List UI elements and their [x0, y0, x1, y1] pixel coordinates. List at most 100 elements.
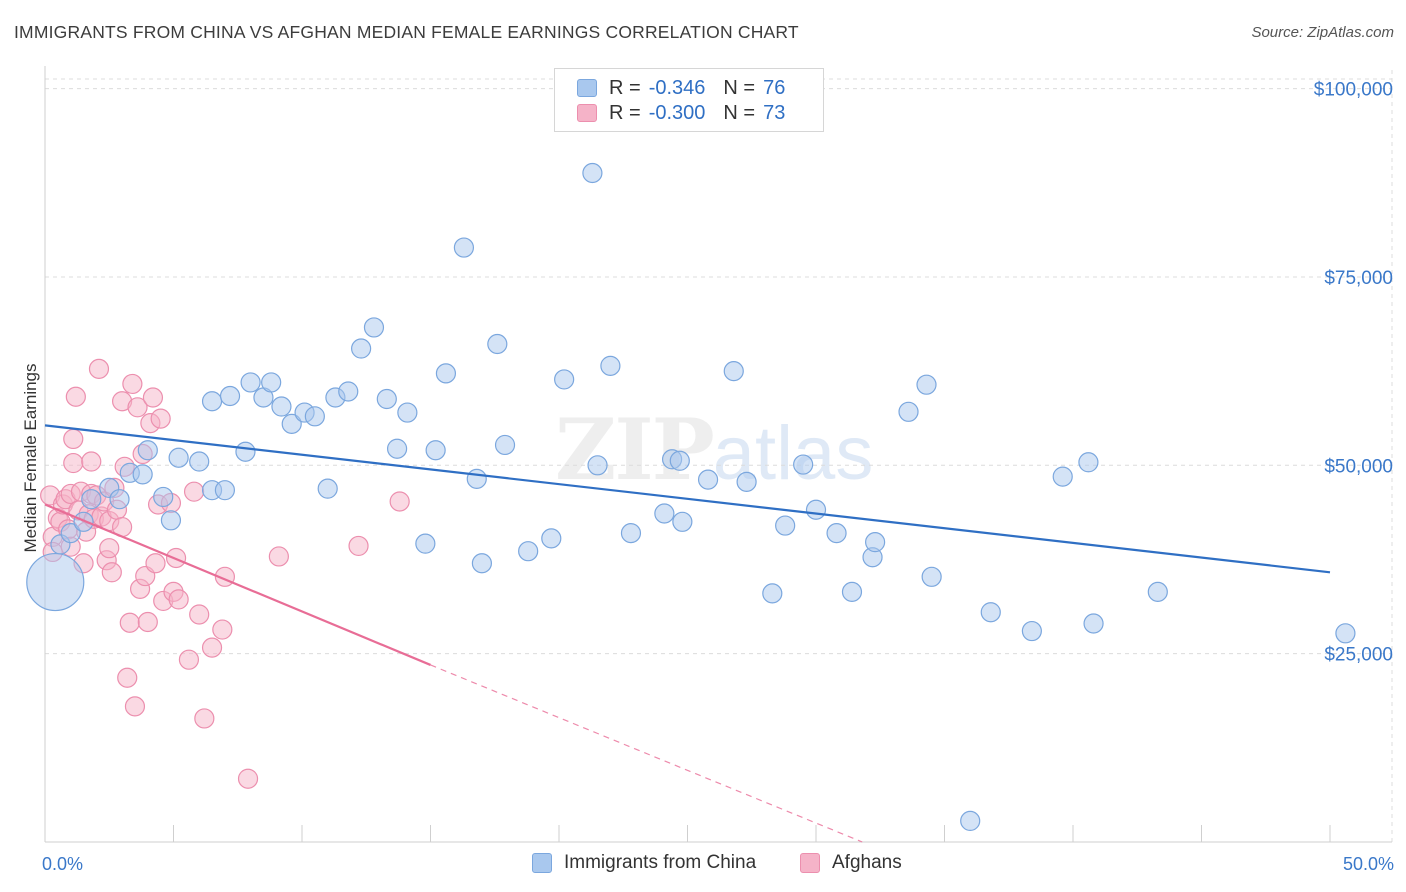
afghans-point	[237, 768, 259, 789]
bottom-legend-afghans: Afghans	[800, 852, 902, 874]
china-point	[793, 454, 814, 475]
bottom-legend-china: Immigrants from China	[532, 852, 756, 874]
x-tick-label: 50.0%	[1343, 854, 1394, 874]
legend-row-afghans: R = -0.300 N = 73	[577, 101, 785, 125]
afghans-point	[142, 387, 164, 408]
afghans-point	[194, 708, 215, 729]
china-point	[304, 406, 325, 427]
x-tick-label: 0.0%	[42, 854, 83, 874]
china-point	[620, 523, 642, 544]
bottom-legend: Immigrants from China Afghans	[0, 852, 1406, 878]
afghans-point	[137, 611, 158, 633]
legend: R = -0.346 N = 76 R = -0.300 N = 73	[554, 68, 824, 132]
bottom-legend-swatch-china	[532, 853, 552, 873]
afghans-point	[99, 538, 120, 559]
afghans-point	[127, 397, 148, 418]
china-point	[132, 464, 153, 485]
china-point	[1147, 581, 1168, 602]
afghans-point	[117, 667, 138, 688]
legend-swatch-china	[577, 79, 597, 97]
china-point	[271, 396, 292, 417]
china-point	[397, 402, 418, 423]
china-point	[363, 317, 385, 338]
china-point	[214, 480, 235, 501]
china-point	[826, 523, 847, 544]
china-point	[73, 511, 94, 532]
china-point	[654, 503, 675, 524]
china-point	[240, 372, 261, 393]
china-point	[921, 566, 942, 587]
china-point	[898, 401, 919, 422]
china-point	[471, 553, 492, 574]
afghans-point	[63, 452, 84, 474]
china-point	[201, 391, 223, 412]
legend-n-value: 73	[763, 101, 786, 124]
china-point	[189, 451, 210, 472]
china-point	[425, 440, 446, 461]
legend-row-china: R = -0.346 N = 76	[577, 76, 785, 100]
china-point	[351, 338, 372, 359]
china-point	[865, 532, 886, 553]
china-point	[672, 511, 693, 532]
china-point	[582, 162, 603, 184]
china-point	[281, 413, 302, 434]
china-point	[466, 468, 487, 489]
afghans-point	[81, 451, 102, 472]
china-point	[1021, 620, 1042, 642]
china-point	[376, 388, 397, 410]
legend-r-value: -0.346	[648, 76, 706, 99]
afghans-point	[178, 649, 200, 670]
china-point	[775, 515, 796, 536]
china-point	[1052, 466, 1073, 487]
afghans-point	[119, 612, 140, 633]
china-point	[494, 434, 516, 456]
afghans-point	[145, 553, 166, 574]
china-point	[453, 237, 475, 258]
afghans-point	[65, 386, 86, 407]
afghans-point	[348, 535, 369, 557]
china-point	[81, 489, 102, 510]
china-point	[669, 450, 690, 471]
china-point	[960, 810, 981, 832]
y-tick-label: $50,000	[1324, 456, 1393, 477]
afghans-point	[150, 408, 171, 429]
bottom-legend-label-china: Immigrants from China	[564, 852, 757, 873]
afghans-point	[101, 562, 122, 583]
china-point	[1083, 613, 1104, 634]
source-credit: Source: ZipAtlas.com	[1251, 24, 1394, 41]
afghans-trend-extension	[430, 664, 863, 843]
legend-n-value: 76	[763, 76, 786, 99]
china-point	[109, 489, 130, 510]
china-point	[841, 581, 863, 602]
china-point	[916, 374, 937, 395]
china-point	[518, 541, 539, 562]
china-point	[137, 440, 158, 461]
china-point	[600, 355, 621, 376]
legend-n-label: N =	[723, 76, 756, 99]
axes	[44, 66, 1392, 843]
axis-labels: $25,000 $50,000 $75,000 $100,000 0.0% 50.0% Me…	[21, 80, 1394, 874]
afghans-point	[268, 546, 289, 567]
china-point	[60, 523, 81, 544]
china-point	[697, 469, 719, 490]
watermark-zip: ZIP	[555, 400, 715, 499]
china-point	[26, 552, 85, 612]
china-point	[435, 363, 457, 384]
afghans-point	[189, 604, 210, 625]
china-point	[219, 385, 241, 407]
afghans-trend-line	[44, 503, 431, 666]
y-axis-label: Median Female Earnings	[21, 364, 40, 553]
afghans-point	[168, 589, 189, 610]
china-point	[805, 499, 827, 520]
legend-r-label: R =	[609, 76, 641, 99]
china-point	[587, 455, 608, 476]
afghans-point	[124, 696, 146, 717]
china-trend-line	[44, 424, 1331, 574]
bottom-legend-label-afghans: Afghans	[832, 852, 902, 873]
china-point	[235, 441, 256, 462]
afghans-point	[389, 491, 410, 512]
china-point	[1335, 623, 1356, 644]
y-tick-label: $100,000	[1314, 80, 1393, 101]
china-point	[980, 602, 1001, 623]
